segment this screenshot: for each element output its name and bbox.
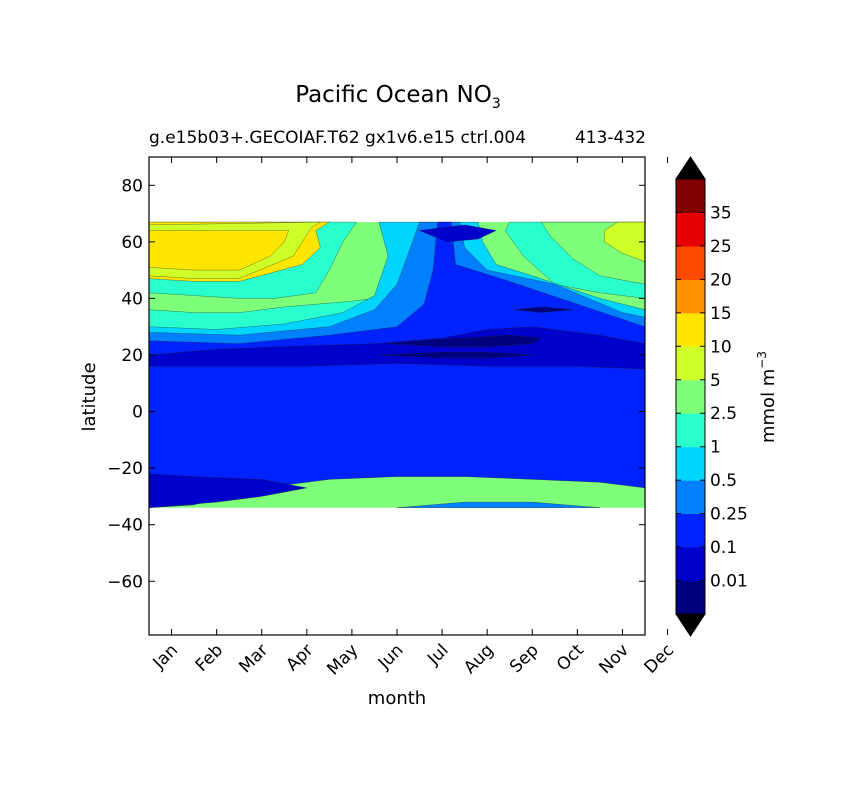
colorbar-tick-label-9: 20 bbox=[710, 270, 732, 290]
contour-band-11 bbox=[149, 221, 645, 508]
y-tick-label-4: 0 bbox=[132, 403, 143, 423]
colorbar-swatch-12 bbox=[676, 179, 705, 213]
x-axis-label: month bbox=[368, 688, 426, 709]
colorbar-swatch-5 bbox=[676, 413, 705, 448]
x-tick-label-dec: Dec bbox=[641, 640, 678, 677]
contour-band-14 bbox=[387, 334, 543, 347]
colorbar-swatch-1 bbox=[676, 547, 705, 582]
plot-frame bbox=[148, 156, 646, 636]
colorbar-tick-label-6: 5 bbox=[710, 371, 721, 391]
y-tick-label-6: −40 bbox=[107, 516, 143, 536]
svg-text:Pacific Ocean NO3: Pacific Ocean NO3 bbox=[295, 82, 501, 112]
x-tick-label-oct: Oct bbox=[553, 640, 588, 675]
colorbar-label-text: mmol m bbox=[758, 369, 779, 443]
colorbar-swatch-11 bbox=[676, 212, 705, 247]
subtitle-right: 413-432 bbox=[575, 128, 646, 148]
colorbar-swatch-10 bbox=[676, 245, 705, 280]
colorbar-label-superscript: −3 bbox=[755, 351, 769, 369]
x-tick-label-feb: Feb bbox=[192, 640, 227, 675]
colorbar-over-arrow bbox=[675, 156, 706, 180]
colorbar-swatch-2 bbox=[676, 513, 705, 548]
contour-band-19 bbox=[396, 501, 600, 508]
colorbar-tick-label-7: 10 bbox=[710, 337, 732, 357]
title-text: Pacific Ocean NO bbox=[295, 82, 492, 108]
contour-band-15 bbox=[378, 351, 533, 359]
x-tick-label-mar: Mar bbox=[235, 640, 272, 677]
contour-band-16 bbox=[514, 306, 573, 313]
colorbar: 0.01 0.1 0.25 0.5 1 2.5 5 10 15 20 25 35 bbox=[675, 156, 748, 637]
y-tick-label-2: 40 bbox=[121, 289, 143, 309]
x-tick-label-aug: Aug bbox=[460, 640, 498, 678]
x-tick-label-sep: Sep bbox=[506, 640, 543, 677]
y-axis-label: latitude bbox=[79, 362, 100, 431]
contour-fill-layer bbox=[149, 221, 645, 508]
colorbar-tick-label-1: 0.1 bbox=[710, 538, 737, 558]
y-tick-label-3: 20 bbox=[121, 346, 143, 366]
colorbar-tick-label-11: 35 bbox=[710, 203, 732, 223]
colorbar-swatch-7 bbox=[676, 346, 705, 381]
colorbar-tick-label-5: 2.5 bbox=[710, 404, 737, 424]
colorbar-tick-label-8: 15 bbox=[710, 304, 732, 324]
title-subscript: 3 bbox=[492, 96, 501, 112]
colorbar-swatch-9 bbox=[676, 279, 705, 314]
colorbar-label: mmol m−3 bbox=[755, 351, 779, 443]
subtitle-left: g.e15b03+.GECOIAF.T62 gx1v6.e15 ctrl.004 bbox=[149, 128, 526, 148]
colorbar-swatch-4 bbox=[676, 446, 705, 481]
contour-band-13 bbox=[418, 224, 498, 243]
contour-band-6 bbox=[604, 221, 645, 262]
y-axis: 80 60 40 20 0 −20 −40 −60 bbox=[107, 176, 645, 592]
colorbar-tick-label-10: 25 bbox=[710, 237, 732, 257]
x-tick-label-jun: Jun bbox=[374, 640, 408, 674]
x-tick-label-nov: Nov bbox=[595, 640, 633, 678]
x-tick-label-may: May bbox=[323, 640, 362, 679]
colorbar-swatch-0 bbox=[676, 580, 705, 615]
x-tick-label-apr: Apr bbox=[282, 640, 317, 675]
colorbar-tick-label-2: 0.25 bbox=[710, 505, 748, 525]
chart-title: Pacific Ocean NO3 bbox=[295, 82, 501, 112]
contour-band-3 bbox=[149, 230, 290, 271]
colorbar-swatch-8 bbox=[676, 312, 705, 347]
x-tick-label-jul: Jul bbox=[423, 640, 452, 669]
contour-band-17 bbox=[149, 473, 307, 508]
colorbar-tick-label-3: 0.5 bbox=[710, 471, 737, 491]
x-tick-label-jan: Jan bbox=[149, 640, 182, 673]
colorbar-frame bbox=[675, 178, 706, 615]
colorbar-tick-label-0: 0.01 bbox=[710, 572, 748, 592]
y-tick-label-0: 80 bbox=[121, 176, 143, 196]
y-tick-label-1: 60 bbox=[121, 233, 143, 253]
colorbar-under-arrow bbox=[675, 613, 706, 637]
colorbar-swatch-3 bbox=[676, 480, 705, 515]
colorbar-swatch-6 bbox=[676, 379, 705, 414]
y-tick-label-5: −20 bbox=[107, 459, 143, 479]
y-tick-label-7: −60 bbox=[107, 572, 143, 592]
colorbar-tick-label-4: 1 bbox=[710, 438, 721, 458]
